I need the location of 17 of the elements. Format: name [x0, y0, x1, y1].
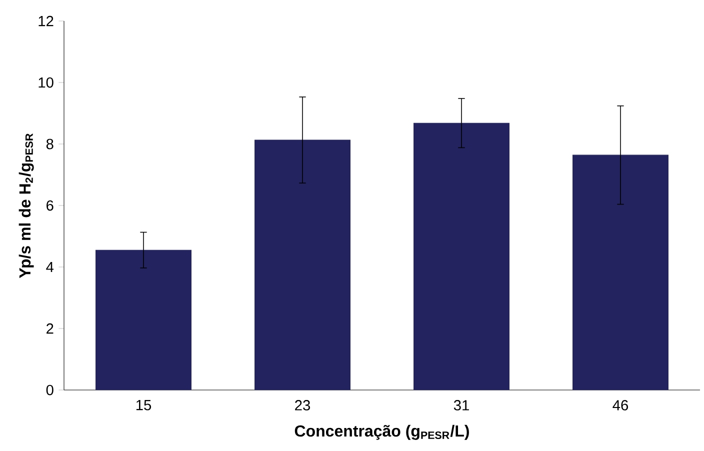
bar — [414, 122, 510, 390]
bar — [572, 154, 668, 390]
y-tick-label: 4 — [46, 262, 54, 272]
x-tick-label: 15 — [136, 400, 152, 410]
y-tick-label: 8 — [46, 138, 54, 150]
y-tick-label: 12 — [38, 16, 54, 26]
y-tick-label: 0 — [46, 384, 54, 396]
x-tick-label: 31 — [454, 400, 469, 410]
x-tick-label: 23 — [295, 400, 310, 410]
bar — [96, 250, 192, 390]
y-tick-label: 6 — [46, 200, 54, 211]
text: Yp/s ml de H$_{2}$/g$_{PESR}$ — [18, 134, 34, 278]
x-tick-label: 46 — [612, 400, 628, 410]
text: Concentração (g$_{PESR}$/L) — [294, 424, 469, 440]
y-tick-label: 10 — [38, 77, 54, 88]
bar — [254, 140, 350, 390]
y-tick-label: 2 — [46, 323, 54, 334]
